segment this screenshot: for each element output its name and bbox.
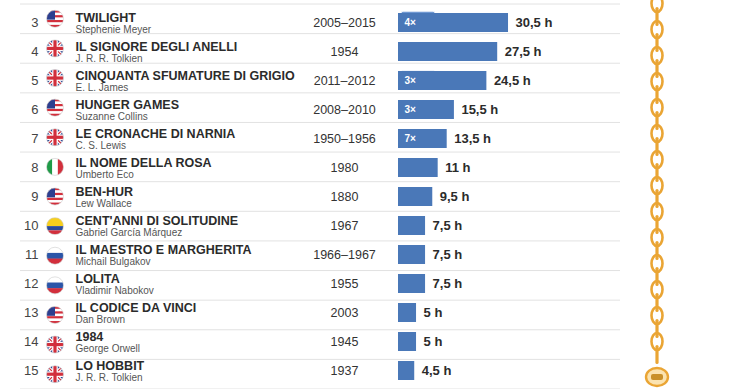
svg-text:2008–2010: 2008–2010 [313,103,376,117]
svg-text:7×: 7× [405,133,417,144]
svg-text:J. R. R. Tolkien: J. R. R. Tolkien [76,372,143,383]
svg-text:7,5 h: 7,5 h [433,218,463,233]
svg-text:LO HOBBIT: LO HOBBIT [76,359,145,373]
svg-text:IL MAESTRO E MARGHERITA: IL MAESTRO E MARGHERITA [76,243,252,257]
svg-text:TWILIGHT: TWILIGHT [76,11,137,25]
svg-text:13,5 h: 13,5 h [454,131,491,146]
svg-text:9: 9 [31,189,38,204]
svg-text:4: 4 [31,44,38,59]
svg-text:2005–2015: 2005–2015 [313,16,376,30]
svg-text:9,5 h: 9,5 h [440,189,470,204]
svg-text:IL SIGNORE DEGLI ANELLI: IL SIGNORE DEGLI ANELLI [76,40,238,54]
svg-text:1880: 1880 [331,190,359,204]
svg-text:5 h: 5 h [424,305,443,320]
svg-text:CINQUANTA SFUMATURE DI GRIGIO: CINQUANTA SFUMATURE DI GRIGIO [76,69,295,83]
svg-text:27,5 h: 27,5 h [505,44,542,59]
svg-text:15,5 h: 15,5 h [461,102,498,117]
svg-text:30,5 h: 30,5 h [516,15,553,30]
svg-text:3×: 3× [405,104,417,115]
svg-text:CENT'ANNI DI SOLITUDINE: CENT'ANNI DI SOLITUDINE [76,214,239,228]
svg-text:E. L. James: E. L. James [76,82,129,93]
svg-text:Vladimir Nabokov: Vladimir Nabokov [76,285,154,296]
svg-text:LE CRONACHE DI NARNIA: LE CRONACHE DI NARNIA [76,127,236,141]
svg-text:George Orwell: George Orwell [76,343,140,354]
svg-text:3×: 3× [405,75,417,86]
svg-text:1966–1967: 1966–1967 [313,248,376,262]
svg-text:11: 11 [25,247,39,262]
svg-text:J. R. R. Tolkien: J. R. R. Tolkien [76,53,143,64]
svg-text:15: 15 [24,363,38,378]
svg-text:1950–1956: 1950–1956 [313,132,376,146]
svg-text:12: 12 [24,276,38,291]
svg-text:LOLITA: LOLITA [76,272,120,286]
svg-text:HUNGER GAMES: HUNGER GAMES [76,98,179,112]
svg-text:5: 5 [31,73,38,88]
svg-text:1945: 1945 [331,335,359,349]
svg-text:10: 10 [24,218,38,233]
svg-text:7: 7 [31,131,38,146]
svg-text:7,5 h: 7,5 h [433,276,463,291]
svg-text:24,5 h: 24,5 h [494,73,531,88]
svg-text:1980: 1980 [331,161,359,175]
svg-text:Dan Brown: Dan Brown [76,314,125,325]
svg-text:1955: 1955 [331,277,359,291]
svg-text:4×: 4× [405,17,417,28]
svg-text:8: 8 [31,160,38,175]
svg-text:1937: 1937 [331,364,359,378]
svg-text:Stephenie Meyer: Stephenie Meyer [76,24,152,35]
svg-text:4,5 h: 4,5 h [422,363,452,378]
svg-text:3: 3 [31,15,38,30]
svg-text:13: 13 [24,305,38,320]
svg-text:2003: 2003 [331,306,359,320]
svg-text:11 h: 11 h [445,160,470,175]
svg-text:7,5 h: 7,5 h [433,247,463,262]
svg-text:14: 14 [24,334,38,349]
svg-text:Michail Bulgakov: Michail Bulgakov [76,256,151,267]
svg-text:IL NOME DELLA ROSA: IL NOME DELLA ROSA [76,156,212,170]
svg-text:IL CODICE DA VINCI: IL CODICE DA VINCI [76,301,197,315]
svg-text:Lew Wallace: Lew Wallace [76,198,133,209]
svg-text:1967: 1967 [331,219,359,233]
svg-text:BEN-HUR: BEN-HUR [76,185,134,199]
svg-text:1954: 1954 [331,45,359,59]
svg-text:2011–2012: 2011–2012 [314,74,376,88]
svg-text:C. S. Lewis: C. S. Lewis [76,140,127,151]
svg-text:6: 6 [31,102,38,117]
svg-text:Gabriel García Márquez: Gabriel García Márquez [76,227,183,238]
svg-text:5 h: 5 h [424,334,443,349]
svg-text:Suzanne Collins: Suzanne Collins [76,111,148,122]
svg-text:Umberto Eco: Umberto Eco [76,169,135,180]
svg-text:1984: 1984 [76,330,104,344]
